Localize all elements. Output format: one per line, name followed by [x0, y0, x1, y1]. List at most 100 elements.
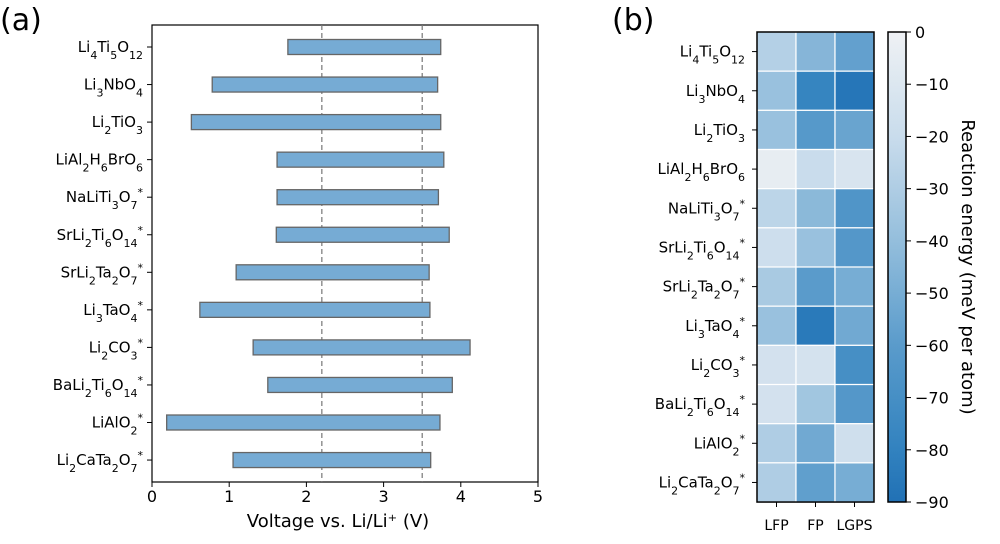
label-part: CaTa [76, 451, 112, 469]
label-part: * [138, 186, 144, 199]
heatmap-cell [756, 462, 797, 503]
label-part: 5 [712, 53, 719, 66]
x-tick-label: 2 [301, 487, 311, 506]
label-part: 2 [706, 131, 713, 144]
label-part: BrO [108, 151, 136, 169]
heatmap-cell [795, 188, 836, 229]
label-part: 7 [131, 274, 138, 287]
label-part: TaO [704, 317, 733, 335]
plot-frame [151, 24, 539, 483]
range-bar [276, 189, 440, 206]
label-part: O [719, 43, 731, 61]
x-tick-label: 0 [147, 487, 157, 506]
label-part: * [740, 393, 746, 406]
label-part: 2 [89, 274, 96, 287]
label-part: CO [710, 356, 732, 374]
heatmap-cell [795, 423, 836, 464]
label-part: O [117, 38, 129, 56]
range-bar [252, 339, 471, 356]
heatmap-cell [795, 148, 836, 190]
label-part: 3 [698, 327, 705, 340]
heatmap-cell [756, 383, 797, 425]
label-part: * [138, 449, 144, 462]
row-label: LiAl2H6BrO6 [658, 160, 746, 184]
label-part: * [740, 353, 746, 366]
label-part: O [721, 278, 733, 296]
heatmap-cell [795, 305, 836, 346]
x-tick-label: 3 [379, 487, 389, 506]
label-part: 12 [731, 53, 745, 66]
heatmap-cell [834, 70, 875, 111]
heatmap-cell [834, 305, 875, 346]
label-part: CO [108, 338, 130, 356]
label-part: * [740, 314, 746, 327]
label-part: Ta [95, 263, 112, 281]
label-part: 7 [733, 210, 740, 223]
label-part: 2 [687, 249, 694, 262]
label-part: O [714, 238, 726, 256]
colorbar-tick-label: −30 [915, 180, 949, 199]
label-part: CaTa [678, 473, 714, 491]
heatmap-cell [756, 266, 797, 307]
label-part: 2 [69, 462, 76, 475]
colorbar-tick-label: −10 [915, 75, 949, 94]
label-part: 2 [104, 124, 111, 137]
label-part: * [740, 471, 746, 484]
heatmap-cell [756, 227, 797, 268]
label-part: 3 [112, 199, 119, 212]
colorbar-tick-label: −90 [915, 493, 949, 512]
x-tick-label: 5 [533, 487, 543, 506]
label-part: Ti [693, 395, 707, 413]
label-part: 6 [136, 161, 143, 174]
range-bar [287, 38, 442, 56]
y-tick-label: Li3TaO4* [83, 298, 143, 324]
label-part: 14 [124, 236, 138, 249]
heatmap-cell [834, 148, 875, 190]
label-part: O [721, 199, 733, 217]
heatmap-cell [834, 423, 875, 464]
label-part: 2 [691, 288, 698, 301]
colorbar [887, 31, 907, 503]
label-part: LiAlO [694, 434, 733, 452]
label-part: 2 [112, 462, 119, 475]
heatmap-cell [795, 31, 836, 72]
x-tick-label: 1 [224, 487, 234, 506]
label-part: 6 [738, 171, 745, 184]
y-tick-label: Li2TiO3 [92, 113, 143, 137]
label-part: 2 [687, 406, 694, 419]
heatmap-cell [756, 148, 797, 190]
heatmap-cell [834, 188, 875, 229]
heatmap-cell [795, 344, 836, 386]
label-part: H [89, 151, 100, 169]
label-part: O [119, 263, 131, 281]
label-part: 2 [671, 484, 678, 497]
row-label: Li3NbO4 [686, 82, 745, 106]
label-part: 7 [131, 462, 138, 475]
label-part: LiAl [56, 151, 83, 169]
label-part: BaLi [53, 376, 85, 394]
heatmap-cell [756, 109, 797, 151]
label-part: 3 [714, 210, 721, 223]
label-part: NbO [705, 82, 738, 100]
label-part: BrO [710, 160, 738, 178]
label-part: O [112, 226, 124, 244]
row-label: SrLi2Ti6O14* [659, 236, 746, 262]
label-part: 4 [733, 327, 740, 340]
label-part: 4 [131, 311, 138, 324]
range-bar [267, 376, 453, 394]
colorbar-label: Reaction energy (meV per atom) [957, 119, 978, 414]
y-tick-label: BaLi2Ti6O14* [53, 373, 144, 399]
row-label: SrLi2Ta2O7* [663, 275, 746, 301]
colorbar-tick-label: −50 [915, 284, 949, 303]
label-part: 4 [738, 92, 745, 105]
label-part: TiO [110, 113, 136, 131]
heatmap-cell [795, 109, 836, 151]
y-tick-label: Li4Ti5O12 [78, 38, 143, 62]
label-part: Li [686, 82, 699, 100]
label-part: 14 [726, 249, 740, 262]
label-part: 3 [136, 124, 143, 137]
label-part: * [138, 411, 144, 424]
label-part: Li [685, 317, 698, 335]
label-part: TiO [712, 121, 738, 139]
label-part: 6 [707, 406, 714, 419]
